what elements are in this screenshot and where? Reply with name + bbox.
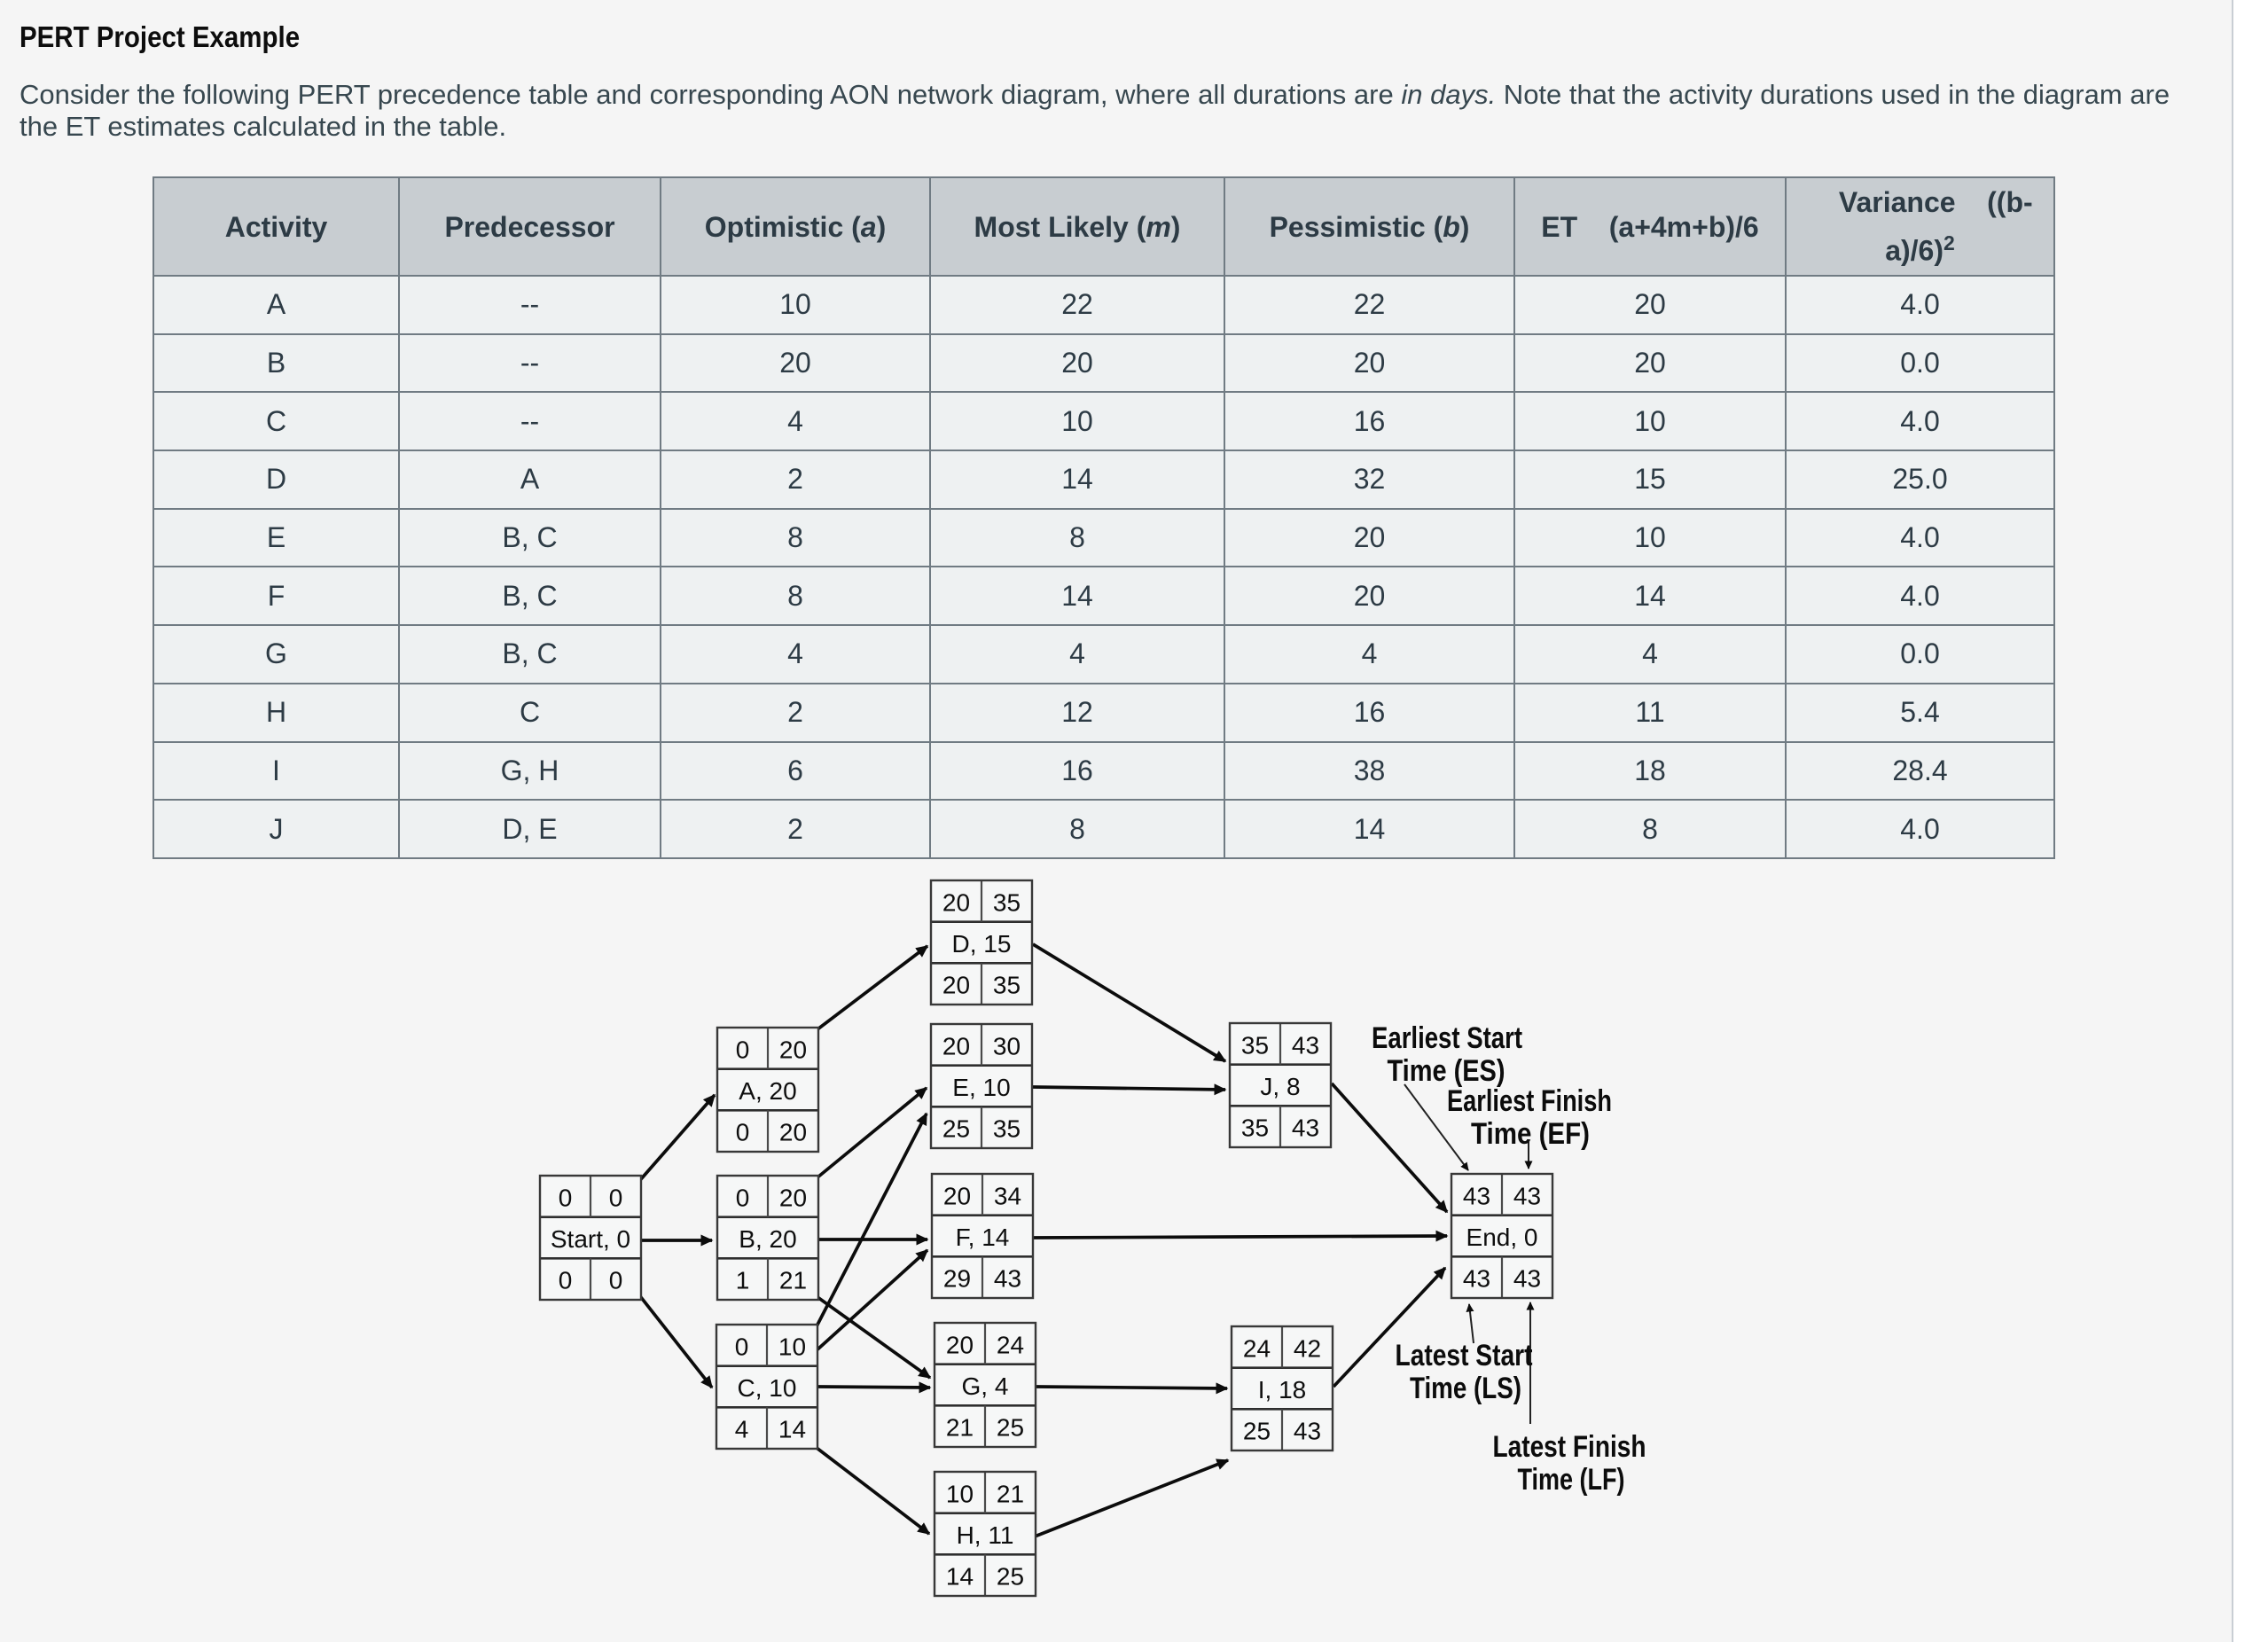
svg-text:10: 10: [946, 1480, 974, 1507]
svg-text:0: 0: [609, 1267, 623, 1294]
svg-text:0: 0: [736, 1119, 750, 1146]
svg-text:20: 20: [942, 1032, 970, 1059]
svg-text:20: 20: [942, 888, 970, 916]
svg-text:35: 35: [1241, 1114, 1269, 1142]
svg-text:35: 35: [993, 1115, 1021, 1143]
svg-text:35: 35: [993, 972, 1021, 999]
svg-text:43: 43: [1463, 1182, 1490, 1209]
svg-text:0: 0: [736, 1184, 750, 1211]
svg-text:43: 43: [994, 1265, 1021, 1293]
svg-text:14: 14: [778, 1416, 806, 1443]
svg-text:B, 20: B, 20: [739, 1225, 796, 1253]
svg-text:21: 21: [946, 1414, 974, 1442]
svg-text:43: 43: [1513, 1182, 1541, 1209]
svg-text:Time (LF): Time (LF): [1518, 1463, 1625, 1497]
svg-text:43: 43: [1513, 1265, 1541, 1293]
svg-text:35: 35: [993, 888, 1021, 916]
svg-text:42: 42: [1294, 1334, 1321, 1362]
svg-text:0: 0: [735, 1333, 749, 1360]
svg-text:30: 30: [993, 1032, 1021, 1059]
svg-text:I, 18: I, 18: [1258, 1376, 1306, 1404]
svg-text:0: 0: [736, 1036, 750, 1063]
svg-text:E, 10: E, 10: [952, 1074, 1010, 1101]
svg-text:End, 0: End, 0: [1466, 1224, 1538, 1251]
svg-text:25: 25: [997, 1414, 1024, 1442]
svg-text:25: 25: [997, 1563, 1024, 1591]
svg-text:0: 0: [559, 1267, 573, 1294]
svg-text:43: 43: [1292, 1031, 1319, 1059]
svg-text:43: 43: [1294, 1418, 1321, 1445]
svg-text:34: 34: [994, 1182, 1021, 1209]
svg-text:A, 20: A, 20: [739, 1077, 796, 1105]
svg-text:20: 20: [942, 972, 970, 999]
svg-text:Earliest Start: Earliest Start: [1372, 1021, 1522, 1055]
svg-text:C, 10: C, 10: [738, 1374, 797, 1402]
svg-text:H, 11: H, 11: [957, 1521, 1014, 1549]
svg-text:J, 8: J, 8: [1260, 1073, 1300, 1100]
svg-text:20: 20: [943, 1182, 971, 1209]
svg-text:Latest Finish: Latest Finish: [1493, 1430, 1646, 1464]
svg-text:Time (EF): Time (EF): [1471, 1117, 1590, 1151]
svg-text:1: 1: [736, 1267, 750, 1294]
svg-text:Start, 0: Start, 0: [551, 1225, 630, 1253]
svg-text:24: 24: [997, 1331, 1024, 1358]
svg-text:F, 14: F, 14: [956, 1224, 1010, 1251]
svg-text:21: 21: [997, 1480, 1024, 1507]
svg-text:20: 20: [946, 1331, 974, 1358]
svg-text:21: 21: [779, 1267, 807, 1294]
svg-text:25: 25: [1243, 1418, 1271, 1445]
svg-text:14: 14: [946, 1563, 974, 1591]
svg-text:20: 20: [779, 1119, 807, 1146]
svg-text:D, 15: D, 15: [952, 930, 1012, 958]
svg-text:20: 20: [779, 1036, 807, 1063]
svg-text:10: 10: [778, 1333, 806, 1360]
svg-text:4: 4: [735, 1416, 749, 1443]
svg-text:Latest Start: Latest Start: [1396, 1339, 1533, 1372]
svg-text:24: 24: [1243, 1334, 1271, 1362]
svg-text:0: 0: [559, 1184, 573, 1211]
svg-text:43: 43: [1463, 1265, 1490, 1293]
svg-text:35: 35: [1241, 1031, 1269, 1059]
svg-text:G, 4: G, 4: [962, 1372, 1009, 1400]
svg-text:Time (ES): Time (ES): [1388, 1054, 1505, 1088]
svg-text:0: 0: [609, 1184, 623, 1211]
svg-text:43: 43: [1292, 1114, 1319, 1142]
svg-text:Time (LS): Time (LS): [1410, 1372, 1521, 1405]
svg-text:20: 20: [779, 1184, 807, 1211]
svg-text:Earliest Finish: Earliest Finish: [1447, 1084, 1612, 1118]
svg-text:25: 25: [942, 1115, 970, 1143]
svg-text:29: 29: [943, 1265, 971, 1293]
